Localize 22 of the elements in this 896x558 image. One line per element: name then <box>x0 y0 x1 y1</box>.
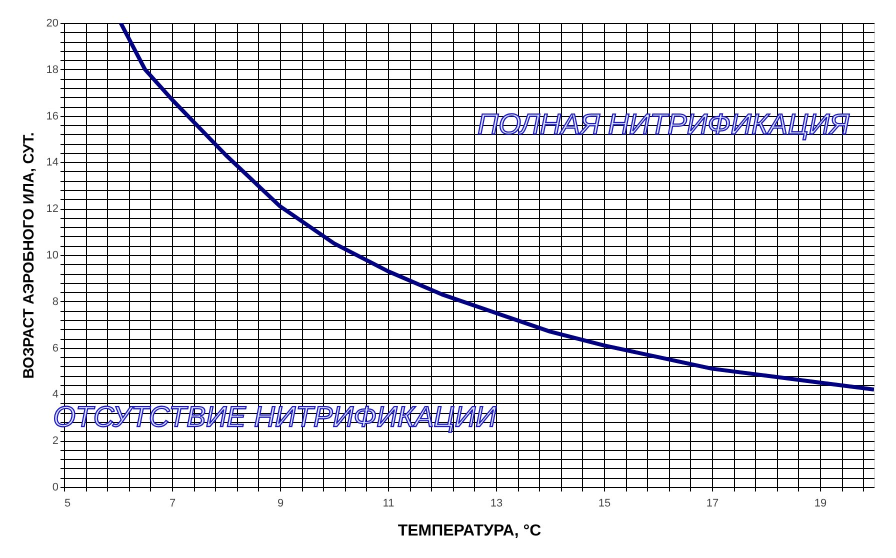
x-tick-label: 5 <box>64 498 71 510</box>
y-tick-label: 10 <box>46 250 58 262</box>
y-tick-label: 12 <box>46 203 58 216</box>
y-axis-title: ВОЗРАСТ АЭРОБНОГО ИЛА, СУТ. <box>20 132 38 379</box>
y-tick-label: 0 <box>52 482 58 494</box>
y-tick-label: 2 <box>52 435 58 448</box>
x-tick-label: 19 <box>814 498 827 510</box>
y-tick-label: 20 <box>46 18 58 30</box>
x-tick-label: 9 <box>277 498 284 510</box>
x-tick-label: 11 <box>382 498 394 510</box>
y-tick-label: 8 <box>52 296 58 308</box>
y-tick-label: 18 <box>46 64 58 76</box>
line-series <box>118 23 874 392</box>
y-tick-label: 4 <box>52 388 58 401</box>
x-tick-label: 15 <box>598 498 611 510</box>
x-tick-label: 13 <box>490 498 503 510</box>
x-tick-label: 17 <box>706 498 719 510</box>
y-tick-label: 16 <box>46 110 58 122</box>
y-tick-label: 6 <box>52 342 58 354</box>
x-tick-label: 7 <box>169 498 176 510</box>
y-tick-label: 14 <box>46 156 58 169</box>
x-axis-title: ТЕМПЕРАТУРА, °С <box>398 522 542 540</box>
